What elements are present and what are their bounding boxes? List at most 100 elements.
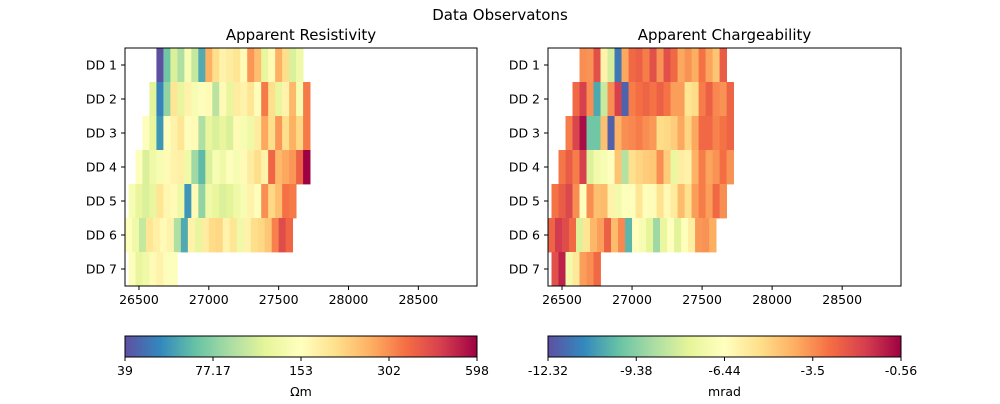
chargeability-ytick-label: DD 1 xyxy=(509,58,540,73)
chargeability-cell xyxy=(684,116,692,151)
resistivity-cell xyxy=(226,116,234,151)
chargeability-cell xyxy=(635,150,643,185)
resistivity-cell xyxy=(212,184,220,219)
chargeability-cell xyxy=(551,252,559,286)
resistivity-ytick-label: DD 5 xyxy=(86,194,117,209)
resistivity-cell xyxy=(142,252,150,286)
resistivity-cell xyxy=(226,150,234,185)
resistivity-cell xyxy=(205,184,213,219)
chargeability-cell xyxy=(618,218,626,253)
resistivity-cell xyxy=(170,184,178,219)
resistivity-cell xyxy=(152,218,161,253)
chargeability-cell xyxy=(628,48,636,83)
chargeability-colorbar xyxy=(547,335,902,358)
resistivity-cell xyxy=(219,48,227,83)
chargeability-cell xyxy=(548,218,556,253)
resistivity-cell xyxy=(240,48,248,83)
resistivity-cell xyxy=(135,184,143,219)
chargeability-cell xyxy=(607,150,615,185)
resistivity-ytick-label: DD 3 xyxy=(86,126,117,141)
chargeability-cell xyxy=(705,82,713,117)
resistivity-cell xyxy=(205,82,213,117)
chargeability-cell xyxy=(593,150,601,185)
resistivity-colorbar-tick-label: 153 xyxy=(289,363,313,378)
resistivity-xtick-label: 27500 xyxy=(259,292,299,307)
resistivity-cell xyxy=(135,252,143,286)
resistivity-cell xyxy=(264,218,273,253)
chargeability-cell xyxy=(698,150,706,185)
chargeability-ytick-label: DD 6 xyxy=(509,228,540,243)
chargeability-cell xyxy=(569,218,577,253)
resistivity-cell xyxy=(201,218,210,253)
chargeability-cell xyxy=(621,48,629,83)
chargeability-cell xyxy=(660,218,668,253)
chargeability-cell xyxy=(607,184,615,219)
chargeability-cell xyxy=(621,82,629,117)
chargeability-cell xyxy=(670,150,678,185)
resistivity-cell xyxy=(156,82,164,117)
chargeability-cell xyxy=(579,252,587,286)
chargeability-cell xyxy=(688,218,696,253)
chargeability-cell xyxy=(558,184,566,219)
chargeability-cell xyxy=(698,116,706,151)
resistivity-cell xyxy=(131,218,140,253)
chargeability-cell xyxy=(670,184,678,219)
chargeability-cell xyxy=(642,48,650,83)
chargeability-cell xyxy=(649,82,657,117)
chargeability-cell xyxy=(621,116,629,151)
resistivity-cell xyxy=(282,184,290,219)
chargeability-cell xyxy=(684,184,692,219)
chargeability-cell xyxy=(677,116,685,151)
chargeability-cell xyxy=(649,48,657,83)
chargeability-cell xyxy=(691,116,699,151)
chargeability-cell xyxy=(572,184,580,219)
resistivity-cell xyxy=(198,82,206,117)
chargeability-cell xyxy=(614,82,622,117)
chargeability-cell xyxy=(600,116,608,151)
chargeability-cell xyxy=(656,48,664,83)
resistivity-cell xyxy=(240,150,248,185)
resistivity-cell xyxy=(166,218,175,253)
chargeability-cell xyxy=(628,82,636,117)
chargeability-cell xyxy=(709,218,717,253)
resistivity-cell xyxy=(303,82,311,117)
resistivity-cell xyxy=(145,218,154,253)
resistivity-ytick-label: DD 4 xyxy=(86,160,117,175)
chargeability-cell xyxy=(593,48,601,83)
resistivity-cell xyxy=(170,252,178,286)
resistivity-colorbar-tick-label: 598 xyxy=(465,363,489,378)
chargeability-cell xyxy=(670,116,678,151)
chargeability-colorbar-tick-label: -12.32 xyxy=(528,363,568,378)
chargeability-cell xyxy=(698,82,706,117)
resistivity-cell xyxy=(219,150,227,185)
resistivity-cell xyxy=(261,82,269,117)
resistivity-cell xyxy=(212,150,220,185)
resistivity-cell xyxy=(278,218,287,253)
chargeability-cell xyxy=(614,116,622,151)
chargeability-cell xyxy=(663,48,671,83)
chargeability-cell xyxy=(565,116,573,151)
resistivity-cells xyxy=(125,48,311,286)
chargeability-cell xyxy=(663,82,671,117)
resistivity-cell xyxy=(219,116,227,151)
chargeability-cell xyxy=(677,184,685,219)
chargeability-cell xyxy=(649,184,657,219)
resistivity-cell xyxy=(282,82,290,117)
chargeability-cell xyxy=(635,48,643,83)
resistivity-cell xyxy=(163,48,171,83)
resistivity-cell xyxy=(240,82,248,117)
resistivity-ytick-label: DD 1 xyxy=(86,58,117,73)
resistivity-cell xyxy=(282,150,290,185)
chargeability-xtick-label: 27500 xyxy=(682,292,722,307)
resistivity-cell xyxy=(257,218,266,253)
chargeability-cell xyxy=(642,116,650,151)
resistivity-colorbar xyxy=(124,335,478,358)
resistivity-cell xyxy=(250,218,259,253)
chargeability-cell xyxy=(586,48,594,83)
chargeability-cell xyxy=(586,252,594,286)
chargeability-cell xyxy=(583,218,591,253)
chargeability-cell xyxy=(635,116,643,151)
chargeability-cell xyxy=(705,150,713,185)
panel-resistivity: Apparent Resistivity DD 1 DD 2 DD 3 DD 4 DD 5… xyxy=(86,26,489,399)
chargeability-cell xyxy=(586,184,594,219)
